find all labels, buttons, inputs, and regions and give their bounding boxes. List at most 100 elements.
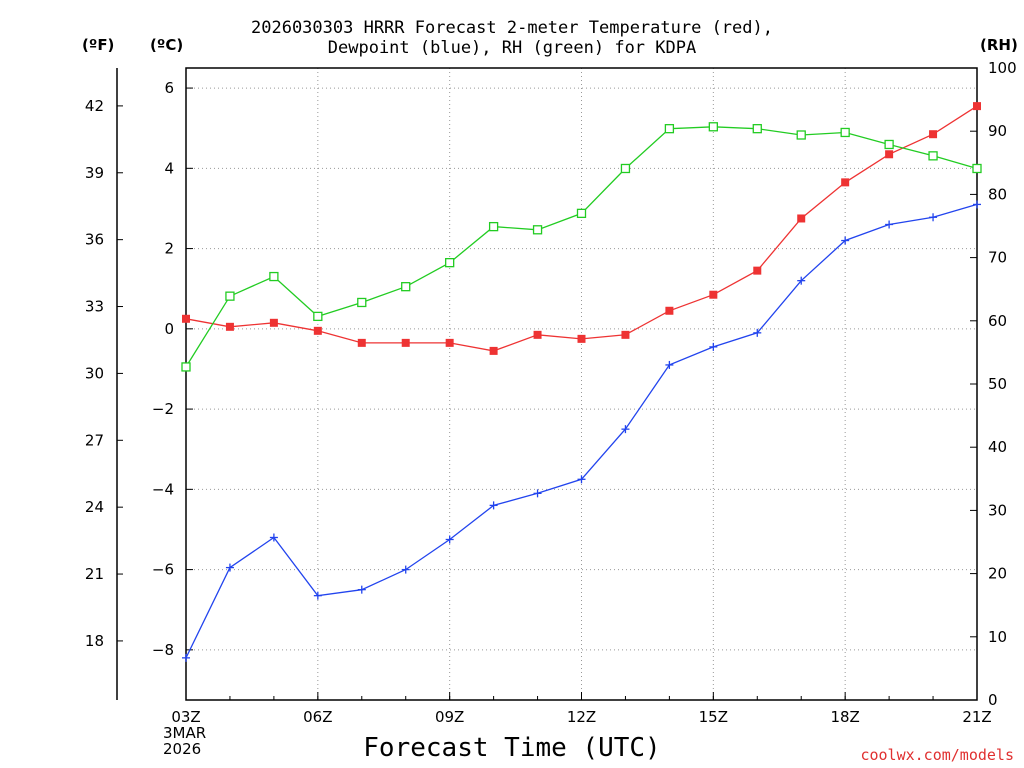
temperature-point: [445, 338, 454, 347]
dewpoint-point: [753, 328, 762, 337]
dewpoint-point: [401, 565, 410, 574]
temperature-point: [401, 338, 410, 347]
rh-tick-label: 80: [988, 185, 1007, 203]
dewpoint-point: [885, 220, 894, 229]
temperature-point: [313, 326, 322, 335]
dewpoint-point: [357, 585, 366, 594]
temperature-point: [621, 330, 630, 339]
temperature-point: [929, 130, 938, 139]
rh-point: [664, 124, 675, 134]
dewpoint-point: [841, 236, 850, 245]
rh-point: [620, 163, 631, 174]
rh-point: [752, 124, 762, 134]
rh-point: [884, 139, 894, 150]
rh-point: [796, 130, 806, 140]
temperature-point: [577, 334, 586, 343]
temperature-point: [665, 306, 674, 315]
rh-point: [576, 208, 587, 219]
temperature-point: [489, 346, 498, 355]
rh-point: [225, 291, 235, 301]
temperature-point: [885, 150, 894, 159]
x-tick-label: 21Z: [962, 708, 991, 726]
rh-tick-label: 10: [988, 628, 1007, 646]
fahrenheit-tick-label: 27: [85, 431, 104, 449]
celsius-tick-label: 0: [164, 320, 174, 338]
fahrenheit-tick-label: 36: [85, 231, 104, 249]
x-axis-label: Forecast Time (UTC): [363, 733, 661, 763]
x-tick-label: 12Z: [567, 708, 596, 726]
celsius-tick-label: −6: [152, 561, 174, 579]
dewpoint-point: [621, 425, 630, 434]
temperature-point: [533, 330, 542, 339]
rh-tick-label: 50: [988, 375, 1007, 393]
start-date-day: 3MAR: [163, 724, 207, 742]
rh-series-line: [185, 126, 978, 368]
dewpoint-point: [269, 533, 278, 542]
temperature-point: [973, 102, 981, 111]
fahrenheit-tick-label: 30: [85, 364, 104, 382]
celsius-tick-label: −8: [152, 641, 174, 659]
x-tick-label: 06Z: [303, 708, 332, 726]
x-tick-label: 09Z: [435, 708, 464, 726]
dewpoint-point: [797, 276, 806, 285]
celsius-tick-label: 6: [164, 79, 174, 97]
chart-title-line-1: 2026030303 HRRR Forecast 2-meter Tempera…: [251, 18, 773, 38]
rh-tick-label: 30: [988, 501, 1007, 519]
dewpoint-point: [665, 360, 674, 369]
rh-point: [972, 163, 982, 174]
rh-tick-label: 70: [988, 249, 1007, 267]
celsius-tick-label: −4: [152, 480, 174, 498]
rh-point: [269, 271, 279, 282]
temperature-point: [709, 290, 718, 299]
rh-tick-label: 20: [988, 565, 1007, 583]
temperature-point: [841, 178, 850, 187]
dewpoint-point: [313, 591, 322, 600]
celsius-unit-label: (ºC): [150, 36, 184, 54]
fahrenheit-unit-label: (ºF): [82, 36, 115, 54]
temperature-point: [182, 314, 190, 323]
temperature-point: [269, 318, 278, 327]
chart-title-line-2: Dewpoint (blue), RH (green) for KDPA: [327, 38, 697, 58]
rh-point: [840, 127, 850, 138]
celsius-tick-label: 2: [164, 240, 174, 258]
x-tick-label: 15Z: [699, 708, 728, 726]
fahrenheit-tick-label: 24: [85, 498, 104, 516]
fahrenheit-tick-label: 42: [85, 97, 104, 115]
fahrenheit-tick-label: 18: [85, 632, 104, 650]
rh-tick-label: 60: [988, 312, 1007, 330]
x-tick-label: 03Z: [171, 708, 200, 726]
dewpoint-point: [577, 475, 586, 484]
celsius-tick-label: −2: [152, 400, 174, 418]
rh-tick-label: 40: [988, 438, 1007, 456]
rh-point: [532, 225, 543, 235]
fahrenheit-tick-label: 39: [85, 164, 104, 182]
celsius-tick-label: 4: [164, 159, 174, 177]
rh-point: [401, 282, 411, 292]
start-date-year: 2026: [163, 740, 202, 758]
rh-tick-label: 90: [988, 122, 1007, 140]
rh-unit-label: (RH): [980, 36, 1018, 54]
dewpoint-point: [225, 563, 234, 572]
dewpoint-point: [489, 501, 498, 510]
dewpoint-point: [973, 200, 981, 209]
dewpoint-point: [929, 213, 938, 222]
fahrenheit-tick-label: 33: [85, 298, 104, 316]
x-tick-label: 18Z: [830, 708, 859, 726]
rh-point: [181, 362, 191, 372]
rh-point: [445, 258, 455, 268]
temperature-point: [225, 322, 234, 331]
rh-tick-label: 0: [988, 691, 998, 709]
rh-point: [928, 151, 938, 161]
start-date: 3MAR 2026: [163, 725, 206, 757]
rh-point: [708, 122, 718, 132]
site-credit: coolwx.com/models: [860, 746, 1014, 764]
dewpoint-point: [709, 342, 718, 351]
dewpoint-point: [182, 653, 190, 662]
temperature-point: [357, 338, 366, 347]
rh-tick-label: 100: [988, 59, 1017, 77]
rh-point: [488, 221, 499, 232]
temperature-point: [753, 266, 762, 275]
fahrenheit-tick-label: 21: [85, 565, 104, 583]
dewpoint-point: [445, 535, 454, 544]
